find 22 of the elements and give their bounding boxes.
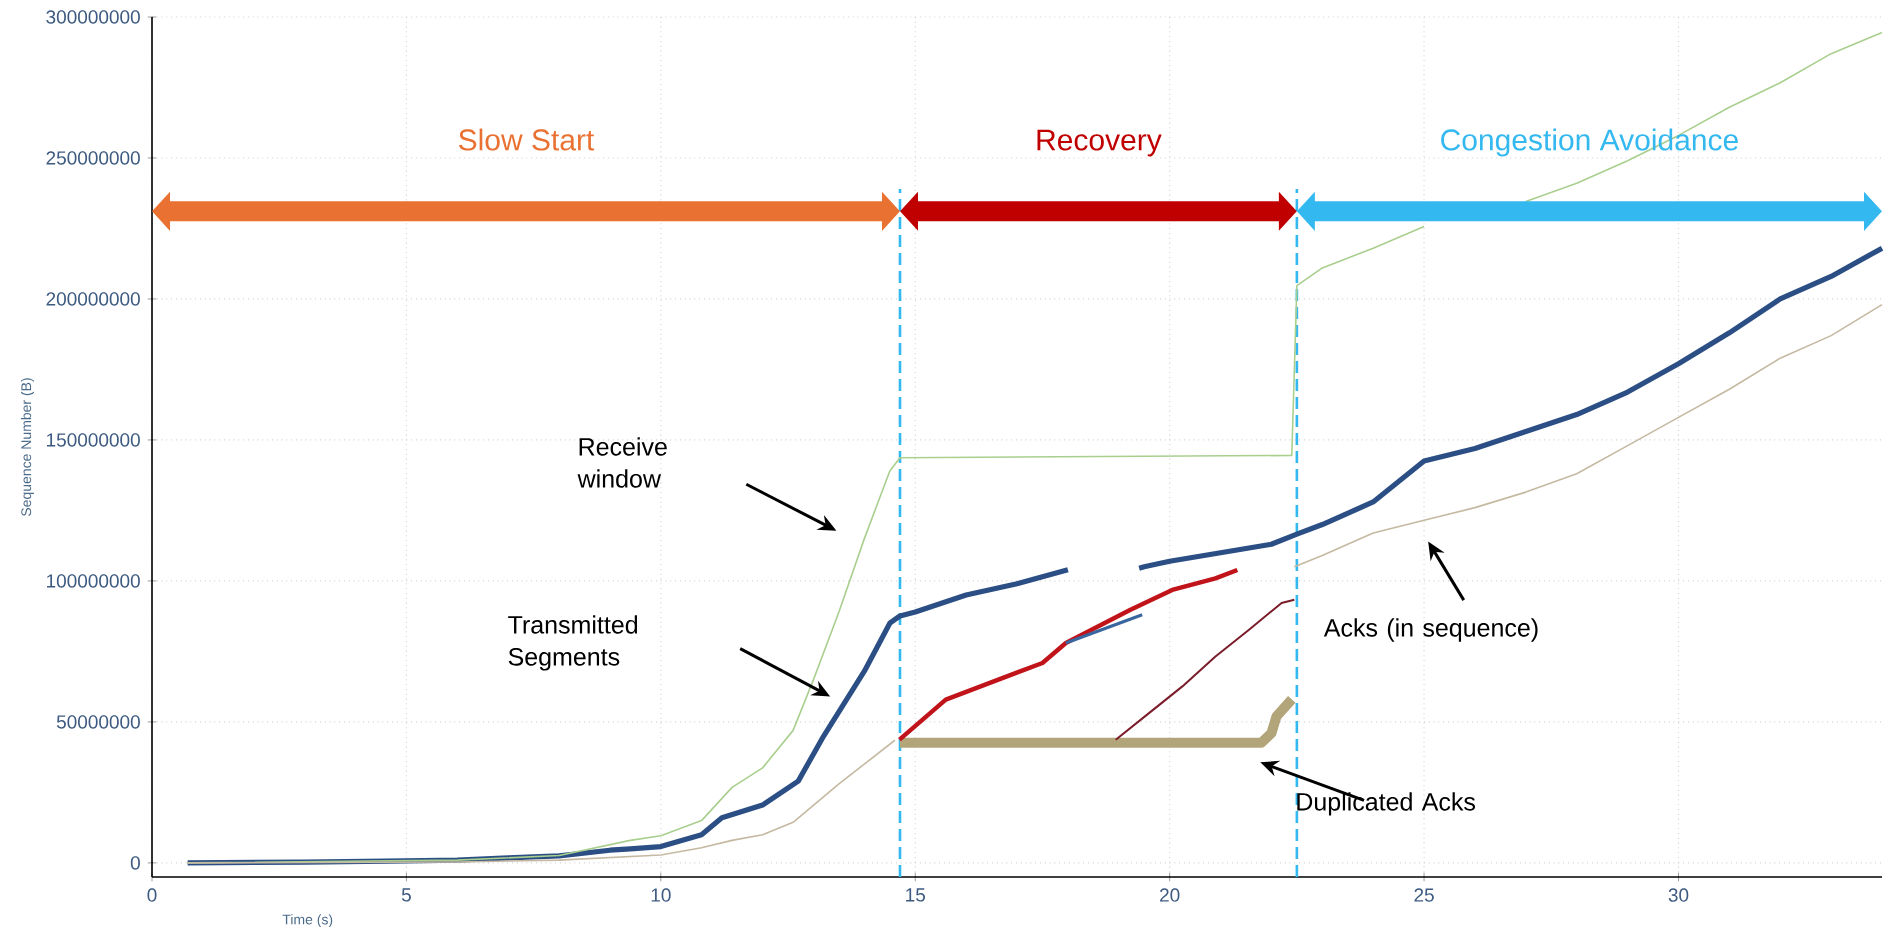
annotation: Receive window: [577, 437, 667, 488]
y-tick-label: 150000000: [47, 433, 140, 447]
x-tick-label: 25: [1414, 888, 1434, 902]
x-tick-label: 0: [147, 888, 157, 902]
y-axis-title: Sequence Number (B): [20, 378, 34, 517]
annotation: Recovery: [1037, 129, 1162, 157]
annotation: Slow Start: [458, 128, 595, 151]
y-tick-label: 50000000: [56, 715, 140, 729]
y-tick-label: 300000000: [46, 10, 140, 24]
annotation: Acks (in sequence): [1323, 618, 1538, 642]
annotation: Duplicated Acks: [1297, 792, 1476, 816]
x-tick-label: 5: [401, 888, 411, 902]
y-tick-label: 0: [130, 856, 140, 870]
x-tick-label: 20: [1160, 888, 1180, 902]
annotation: Transmitted Segments: [508, 615, 638, 671]
y-tick-label: 250000000: [46, 151, 140, 165]
x-axis-title: Time (s): [282, 914, 333, 927]
x-tick-label: 10: [651, 888, 671, 902]
y-tick-label: 100000000: [47, 574, 140, 588]
y-tick-label: 200000000: [46, 292, 140, 306]
x-tick-label: 30: [1668, 888, 1689, 902]
x-tick-label: 15: [906, 888, 926, 902]
